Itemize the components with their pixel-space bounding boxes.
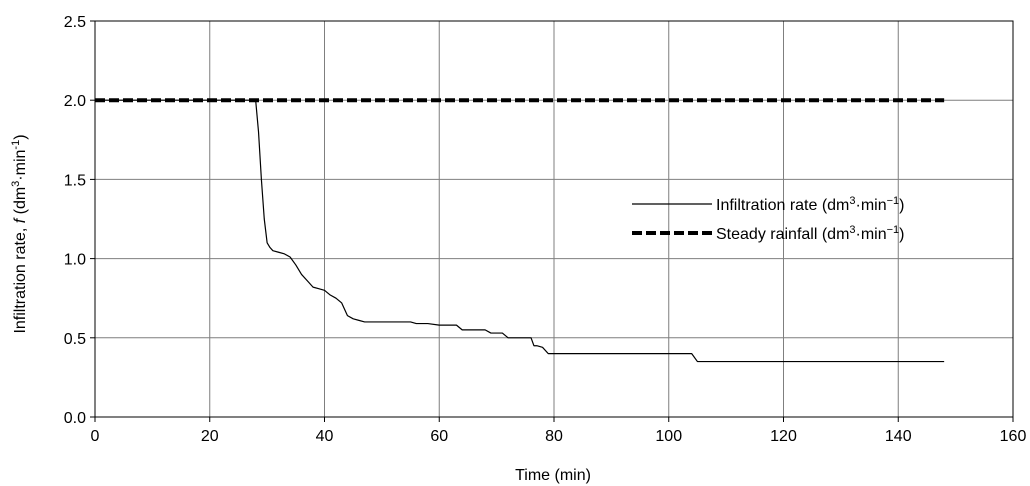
x-axis-title: Time (min) [515, 467, 591, 484]
y-tick-label: 2.5 [64, 14, 86, 31]
series-group [95, 98, 945, 363]
legend-label-infiltration: Infiltration rate (dm3·min−1) [716, 195, 905, 214]
grid [94, 20, 1014, 418]
y-tick-label: 0.5 [64, 331, 86, 348]
x-tick-label: 80 [545, 428, 563, 445]
series-line-infiltration-rate [95, 99, 945, 363]
x-tick-label: 160 [1000, 428, 1027, 445]
y-tick-label: 1.0 [64, 252, 86, 269]
x-tick-label: 0 [91, 428, 100, 445]
x-tick-label: 60 [430, 428, 448, 445]
x-tick-label: 140 [885, 428, 912, 445]
legend-label-rainfall: Steady rainfall (dm3·min−1) [716, 224, 905, 243]
y-axis-ticks: 0.0 0.5 1.0 1.5 2.0 2.5 [64, 14, 95, 427]
y-tick-label: 2.0 [64, 93, 86, 110]
x-tick-label: 20 [201, 428, 219, 445]
y-tick-label: 0.0 [64, 410, 86, 427]
x-axis-ticks: 0 20 40 60 80 100 120 140 160 [91, 417, 1027, 445]
y-axis-title: Infiltration rate, f (dm3·min-1) [10, 134, 29, 333]
x-tick-label: 100 [655, 428, 682, 445]
legend: Infiltration rate (dm3·min−1) Steady rai… [632, 195, 905, 243]
x-tick-label: 120 [770, 428, 797, 445]
x-tick-label: 40 [316, 428, 334, 445]
y-tick-label: 1.5 [64, 172, 86, 189]
